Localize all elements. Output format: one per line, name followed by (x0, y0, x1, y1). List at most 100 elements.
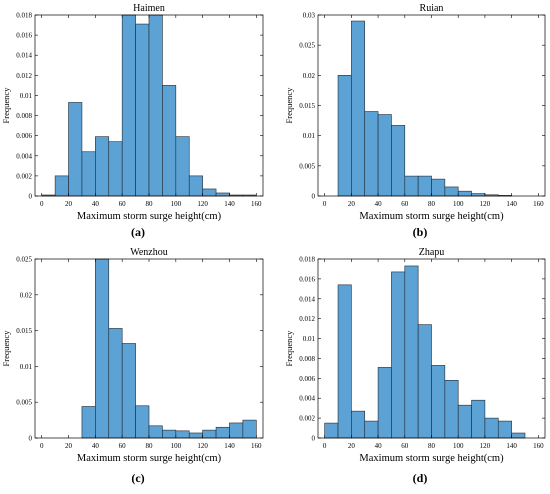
histogram-bar (202, 188, 217, 197)
histogram-bar (229, 422, 244, 439)
histogram-bar (215, 192, 230, 197)
chart-panel-1: 0 20 40 60 80 100 120 140 160 0 0.002 0.004 0.006 0.0… (1, 3, 264, 239)
x-tick-label: 0 (40, 442, 44, 450)
x-tick-label: 80 (428, 200, 436, 208)
histogram-bar (121, 343, 136, 439)
histogram-bar (135, 405, 150, 439)
x-axis-label: Maximum storm surge height(cm) (359, 453, 504, 464)
y-axis-label: Frequency (1, 330, 11, 367)
y-tick-label: 0.02 (303, 72, 316, 80)
y-axis-label: Frequency (284, 330, 294, 367)
histogram-bar (324, 422, 339, 439)
y-tick-label: 0.01 (20, 92, 33, 100)
histogram-bar (175, 136, 190, 197)
x-tick-label: 40 (92, 442, 100, 450)
y-tick-label: 0.025 (16, 256, 32, 264)
y-tick-label: 0.015 (16, 327, 32, 335)
histogram-bar (457, 190, 472, 197)
y-tick-label: 0.016 (16, 32, 32, 40)
histogram-bar (215, 426, 230, 439)
x-tick-label: 160 (533, 442, 544, 450)
histogram-bar (404, 265, 419, 439)
histogram-bar (457, 404, 472, 439)
x-tick-label: 80 (428, 442, 436, 450)
histogram-bar (108, 141, 123, 197)
y-tick-label: 0.014 (16, 52, 32, 60)
histogram-bar (95, 136, 110, 197)
y-tick-label: 0.008 (16, 112, 32, 120)
histogram-bar (175, 430, 190, 439)
histogram-bar (68, 102, 83, 197)
x-tick-label: 0 (40, 200, 44, 208)
x-axis-label: Maximum storm surge height(cm) (77, 211, 222, 222)
x-tick-label: 120 (197, 442, 208, 450)
x-tick-label: 140 (224, 442, 235, 450)
chart-panel-2: 0 20 40 60 80 100 120 140 160 0 0.005 0.01 0.015 0.02… (284, 3, 546, 239)
histogram-bar (351, 20, 366, 197)
x-tick-label: 0 (323, 200, 327, 208)
y-tick-label: 0.005 (299, 162, 315, 170)
y-axis-label: Frequency (1, 87, 11, 124)
x-tick-label: 160 (251, 200, 262, 208)
y-tick-label: 0.018 (299, 256, 315, 264)
y-tick-label: 0.01 (303, 335, 316, 343)
histogram-bar (162, 85, 177, 197)
histogram-bar (188, 175, 203, 197)
histogram-bar (417, 175, 432, 197)
x-axis-label: Maximum storm surge height(cm) (77, 453, 222, 464)
panel-label: (d) (413, 471, 428, 485)
y-tick-label: 0.025 (299, 42, 315, 50)
x-tick-label: 80 (146, 200, 154, 208)
x-tick-label: 160 (533, 200, 544, 208)
x-tick-label: 40 (92, 200, 100, 208)
x-tick-label: 20 (348, 442, 356, 450)
y-tick-label: 0.012 (16, 72, 32, 80)
x-tick-label: 60 (119, 200, 127, 208)
y-tick-label: 0.004 (16, 152, 32, 160)
y-tick-label: 0.016 (299, 275, 315, 283)
y-tick-label: 0 (29, 193, 33, 201)
histogram-bar (377, 114, 392, 197)
histogram-bar (202, 429, 217, 439)
x-tick-label: 60 (119, 442, 127, 450)
histogram-bar (391, 271, 406, 439)
x-tick-label: 40 (375, 442, 383, 450)
x-tick-label: 60 (401, 442, 409, 450)
panel-label: (c) (131, 471, 144, 485)
chart-title: Ruian (420, 3, 444, 14)
y-tick-label: 0.02 (20, 291, 33, 299)
x-tick-label: 140 (506, 200, 517, 208)
x-tick-label: 60 (401, 200, 409, 208)
y-tick-label: 0.006 (299, 375, 315, 383)
y-tick-label: 0.006 (16, 132, 32, 140)
x-tick-label: 80 (146, 442, 154, 450)
histogram-bar (337, 75, 352, 197)
chart-panel-4: 0 20 40 60 80 100 120 140 160 0 0.002 0.004 0.006 0.0… (284, 247, 546, 485)
histogram-bar (148, 425, 163, 439)
y-tick-label: 0.015 (299, 102, 315, 110)
histogram-bar (121, 14, 136, 197)
chart-title: Zhapu (419, 247, 445, 258)
x-axis-label: Maximum storm surge height(cm) (359, 211, 504, 222)
y-tick-label: 0 (312, 435, 316, 443)
y-axis-label: Frequency (284, 87, 294, 124)
y-tick-label: 0.01 (303, 132, 316, 140)
histogram-bar (431, 178, 446, 197)
histogram-bar (471, 193, 486, 197)
x-tick-label: 20 (65, 442, 73, 450)
histogram-bar (444, 186, 459, 197)
y-tick-label: 0.004 (299, 395, 315, 403)
histogram-bar (444, 380, 459, 439)
histogram-bar (188, 432, 203, 439)
x-tick-label: 100 (171, 200, 182, 208)
histogram-bar (471, 399, 486, 439)
y-tick-label: 0 (312, 193, 316, 201)
y-tick-label: 0.002 (16, 172, 32, 180)
panel-label: (b) (413, 225, 428, 239)
chart-panel-3: 0 20 40 60 80 100 120 140 160 0 0.005 0.01 0.015 0.02… (1, 247, 264, 485)
histogram-bar (391, 125, 406, 197)
y-tick-label: 0.002 (299, 415, 315, 423)
x-tick-label: 100 (171, 442, 182, 450)
